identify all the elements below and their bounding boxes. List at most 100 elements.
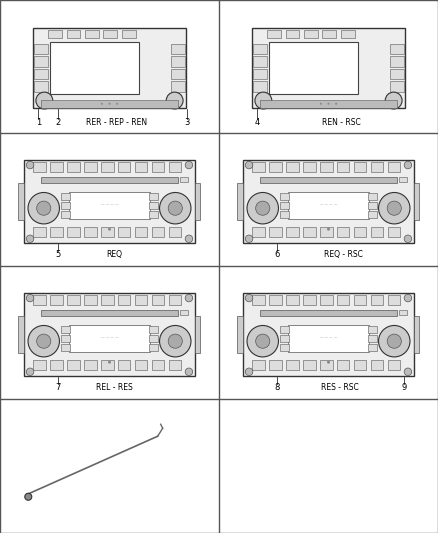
Bar	[390, 81, 404, 92]
Bar	[50, 42, 138, 94]
Bar	[354, 360, 366, 370]
Circle shape	[404, 161, 412, 169]
Bar	[368, 344, 377, 351]
Bar	[68, 325, 151, 352]
Bar	[399, 310, 407, 316]
Bar	[101, 227, 113, 237]
Bar	[253, 69, 267, 79]
Bar	[67, 227, 80, 237]
Bar	[35, 81, 48, 92]
Bar	[287, 192, 370, 219]
Bar	[337, 360, 350, 370]
Text: — — — —: — — — —	[101, 335, 118, 339]
Bar	[371, 295, 383, 305]
Text: 3: 3	[184, 118, 190, 127]
Bar	[253, 81, 267, 92]
Bar	[61, 335, 70, 342]
Bar	[322, 29, 336, 37]
Bar	[135, 227, 147, 237]
Circle shape	[116, 103, 118, 105]
Bar	[152, 162, 164, 172]
Bar	[354, 162, 366, 172]
Bar	[195, 183, 200, 220]
Bar	[371, 360, 383, 370]
Bar	[171, 81, 184, 92]
Circle shape	[28, 326, 60, 357]
Bar	[337, 162, 350, 172]
Circle shape	[168, 201, 182, 215]
Bar	[149, 335, 158, 342]
Bar	[35, 56, 48, 67]
Bar	[149, 344, 158, 351]
Circle shape	[26, 235, 34, 243]
Text: REQ: REQ	[106, 249, 122, 259]
Bar	[61, 326, 70, 333]
Circle shape	[327, 361, 330, 364]
Bar	[320, 227, 332, 237]
Text: — — — —: — — — —	[320, 202, 337, 206]
Circle shape	[404, 368, 412, 376]
Circle shape	[387, 334, 401, 348]
Circle shape	[255, 92, 272, 109]
Bar	[84, 295, 97, 305]
Circle shape	[185, 235, 193, 243]
Bar	[85, 29, 99, 37]
Text: 5: 5	[56, 249, 60, 259]
Bar	[269, 162, 282, 172]
Text: REQ - RSC: REQ - RSC	[325, 249, 363, 259]
Bar	[152, 360, 164, 370]
Circle shape	[159, 192, 191, 224]
Bar	[101, 162, 113, 172]
Bar	[368, 193, 377, 200]
Circle shape	[109, 103, 110, 105]
Bar	[368, 202, 377, 209]
Bar	[67, 360, 80, 370]
Bar	[280, 193, 289, 200]
Bar	[243, 159, 414, 244]
Circle shape	[245, 161, 253, 169]
Text: RES - RSC: RES - RSC	[321, 383, 358, 392]
Bar	[135, 162, 147, 172]
Text: REN - RSC: REN - RSC	[322, 118, 361, 127]
Bar	[320, 360, 332, 370]
Text: — — — —: — — — —	[320, 335, 337, 339]
Bar	[18, 316, 24, 353]
Bar	[118, 162, 131, 172]
Circle shape	[26, 161, 34, 169]
Bar	[252, 295, 265, 305]
Bar	[135, 295, 147, 305]
Bar	[135, 360, 147, 370]
Bar	[286, 227, 299, 237]
Text: 7: 7	[55, 383, 61, 392]
Circle shape	[335, 103, 337, 105]
Circle shape	[185, 294, 193, 302]
Bar	[61, 202, 70, 209]
Bar	[149, 326, 158, 333]
Bar	[337, 295, 350, 305]
Bar	[260, 310, 397, 316]
Bar	[354, 295, 366, 305]
Circle shape	[168, 334, 182, 348]
Bar	[259, 100, 398, 108]
Bar	[280, 335, 289, 342]
Bar	[152, 295, 164, 305]
Bar	[286, 29, 300, 37]
Text: 2: 2	[56, 118, 60, 127]
Circle shape	[378, 326, 410, 357]
Bar	[269, 42, 357, 94]
Bar	[33, 360, 46, 370]
Bar	[287, 325, 370, 352]
Circle shape	[320, 103, 322, 105]
Circle shape	[256, 201, 270, 215]
Bar	[280, 211, 289, 218]
Bar	[252, 360, 265, 370]
Circle shape	[245, 235, 253, 243]
Bar	[122, 29, 136, 37]
Bar	[18, 183, 24, 220]
Bar	[41, 310, 178, 316]
Bar	[61, 211, 70, 218]
Bar	[368, 211, 377, 218]
Bar	[149, 202, 158, 209]
Bar	[371, 162, 383, 172]
Bar	[33, 295, 46, 305]
